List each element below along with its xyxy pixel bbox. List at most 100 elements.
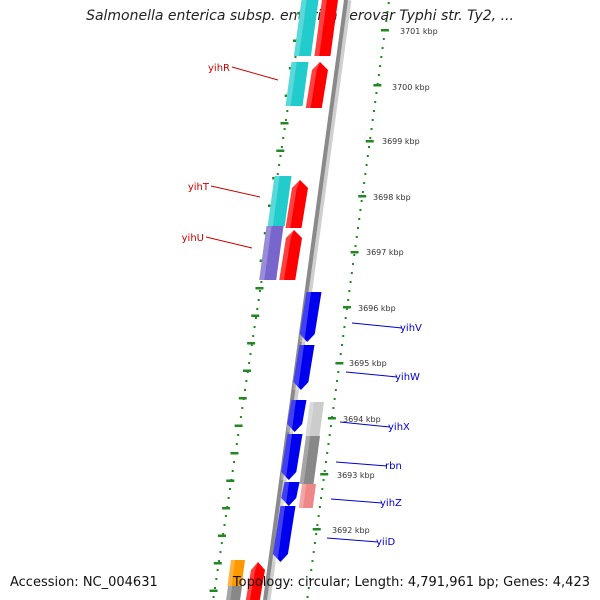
cog-block [293, 0, 319, 56]
cog-block-body [299, 436, 320, 484]
gene-block-highlight [299, 292, 311, 342]
ruler-dot [363, 182, 366, 184]
ruler-dot [336, 380, 339, 382]
ruler-dot [311, 560, 314, 562]
ruler-dot [327, 443, 330, 445]
gene-block [293, 345, 315, 390]
ruler-tick [213, 562, 222, 565]
ruler-dot [321, 488, 324, 490]
gene-label-yihR: yihR [208, 63, 230, 74]
gene-block [285, 180, 308, 228]
ruler-dot [249, 353, 252, 355]
ruler-dot [337, 371, 340, 373]
ruler-labels: 3701 kbp 3700 kbp 3699 kbp 3698 kbp 3697 kbp… [332, 27, 438, 535]
ruler-tick [230, 452, 239, 455]
ruler-dot [369, 137, 372, 139]
gene-block [272, 506, 296, 562]
gene-block-body [305, 62, 328, 108]
gene-block-body [279, 230, 302, 280]
ruler-label: 3701 kbp [400, 27, 438, 36]
ruler-dot [332, 407, 335, 409]
leader-line [339, 421, 391, 428]
ruler-dot [312, 551, 315, 553]
ruler-dot [385, 20, 388, 22]
ruler-dot [233, 461, 236, 463]
topology-summary: Topology: circular; Length: 4,791,961 bp… [232, 575, 590, 590]
ruler-tick [247, 342, 256, 345]
ruler-dot [375, 92, 378, 94]
ruler-dot [380, 56, 383, 58]
ruler-dot [306, 596, 309, 598]
ruler-dot [318, 506, 321, 508]
ruler-dot [278, 164, 281, 166]
ruler-dot [307, 587, 310, 589]
gene-block-highlight [272, 506, 285, 562]
ruler-dot [343, 326, 346, 328]
ruler-tick [217, 534, 226, 537]
ruler-dot [377, 74, 380, 76]
ruler-dot [310, 569, 313, 571]
ruler-dot [286, 110, 289, 112]
cog-block [226, 586, 242, 600]
ruler-dot [328, 434, 331, 436]
ruler-dot [241, 407, 244, 409]
ruler-tick [373, 84, 382, 87]
cog-block [299, 436, 320, 484]
ruler-dot [365, 164, 368, 166]
cog-block-body [267, 176, 292, 226]
ruler-dot [215, 578, 218, 580]
ruler-dot [339, 353, 342, 355]
ruler-tick [276, 149, 285, 152]
ruler-dot [364, 173, 367, 175]
cog-block-body [285, 62, 309, 106]
ruler-dot [237, 434, 240, 436]
gene-block-highlight [281, 434, 292, 480]
cog-block-highlight [259, 226, 272, 280]
ruler-dot [366, 155, 369, 157]
cog-block-body [305, 402, 324, 436]
ruler-dot [276, 173, 279, 175]
ruler-dot [326, 452, 329, 454]
ruler-dot [248, 362, 251, 364]
cog-block-body [259, 226, 284, 280]
ruler-dot [354, 245, 357, 247]
ruler-dot [313, 542, 316, 544]
ruler-dot [342, 335, 345, 337]
ruler-dot [329, 425, 332, 427]
ruler-dot [345, 308, 348, 310]
gene-block-body [299, 292, 322, 342]
gene-block-body [281, 434, 303, 480]
cog-block [267, 176, 292, 226]
gene-block-body [287, 400, 307, 432]
ruler-dot [374, 101, 377, 103]
ruler-dot [253, 326, 256, 328]
ruler-dot [334, 389, 337, 391]
accession-label: Accession: NC_004631 [10, 575, 158, 590]
ruler-dot [340, 344, 343, 346]
ruler-dot [212, 596, 215, 598]
gene-label-yiiD: yiiD [376, 537, 395, 548]
gene-block-body [285, 180, 308, 228]
ruler-tick [335, 362, 344, 365]
ruler-tick [226, 479, 235, 482]
gene-block [245, 562, 265, 600]
ruler-dot [379, 65, 382, 67]
gene-label-yihZ: yihZ [380, 498, 402, 509]
gene-labels: yihR yihT yihU yihV yihW yihX rbn yihZ yiiD [182, 63, 422, 548]
ruler-dot [350, 272, 353, 274]
gene-block-body [272, 506, 296, 562]
ruler-dot [322, 479, 325, 481]
leader-line [205, 236, 253, 249]
cog-block-highlight [305, 402, 315, 436]
ruler-dot [347, 299, 350, 301]
ruler-dot [387, 2, 390, 4]
ruler-label: 3692 kbp [332, 526, 370, 535]
ruler-tick [255, 287, 264, 290]
gene-block-highlight [279, 230, 294, 280]
gene-label-yihW: yihW [395, 372, 420, 383]
ruler-dot [213, 587, 216, 589]
ruler-label: 3697 kbp [366, 248, 404, 257]
gene-label-yihU: yihU [182, 233, 204, 244]
gene-block [305, 62, 328, 108]
cog-block-highlight [267, 176, 280, 226]
